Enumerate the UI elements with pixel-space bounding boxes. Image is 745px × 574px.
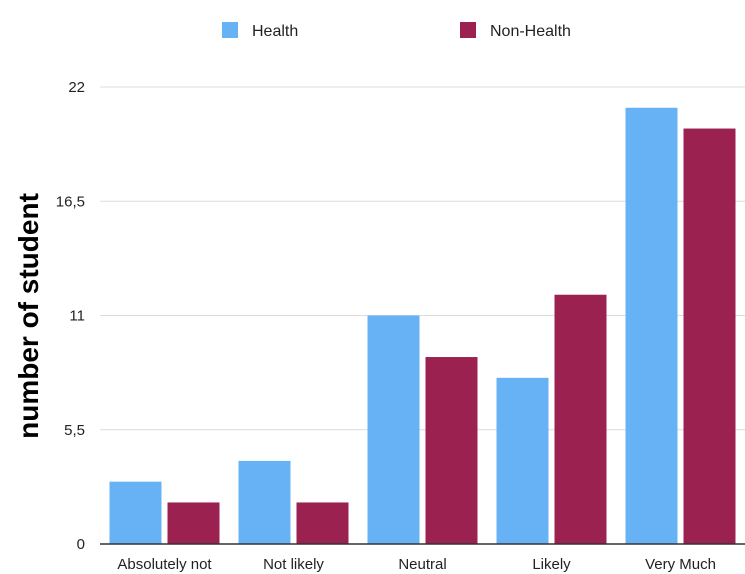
x-axis-categories: Absolutely not Not likely Neutral Likely Ver… xyxy=(117,556,716,573)
legend-swatch xyxy=(222,22,238,38)
x-category-label: Absolutely not xyxy=(117,556,212,573)
x-category-label: Very Much xyxy=(645,556,716,573)
y-tick-label: 5,5 xyxy=(64,422,85,439)
bar-non-health-likely xyxy=(554,294,607,544)
bars xyxy=(109,107,736,544)
x-category-label: Likely xyxy=(532,556,571,573)
bar-non-health-very-much xyxy=(683,128,736,544)
y-tick-label: 22 xyxy=(68,79,85,96)
x-category-label: Neutral xyxy=(398,556,446,573)
y-tick-label: 0 xyxy=(77,536,85,553)
y-tick-label: 16,5 xyxy=(56,193,85,210)
y-axis-label: number of student xyxy=(13,193,44,439)
bar-non-health-not-likely xyxy=(296,502,349,544)
bar-non-health-absolutely-not xyxy=(167,502,220,544)
y-axis-ticks: 0 5,5 11 16,5 22 xyxy=(56,79,85,553)
bar-health-very-much xyxy=(625,107,678,544)
y-tick-label: 11 xyxy=(69,308,85,325)
bar-health-absolutely-not xyxy=(109,481,162,544)
bar-health-likely xyxy=(496,377,549,544)
x-category-label: Not likely xyxy=(263,556,324,573)
legend-label: Health xyxy=(252,23,298,40)
legend-swatch xyxy=(460,22,476,38)
bar-non-health-neutral xyxy=(425,357,478,544)
bar-health-neutral xyxy=(367,315,420,544)
bar-health-not-likely xyxy=(238,460,291,544)
legend-label: Non-Health xyxy=(490,23,571,40)
legend: Health Non-Health xyxy=(222,22,571,40)
